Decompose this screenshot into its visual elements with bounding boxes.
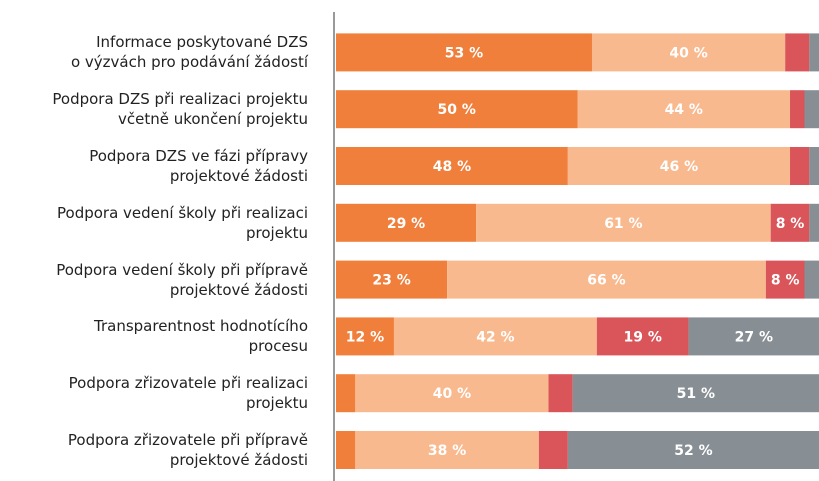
value-label: 8 % [771, 273, 800, 289]
value-label: 66 % [587, 273, 625, 289]
bar-segment [336, 260, 448, 299]
value-label: 23 % [372, 273, 410, 289]
bar-segment [548, 374, 573, 413]
category-label: Informace poskytované DZS o výzvách pro … [70, 33, 308, 72]
value-label: 61 % [604, 216, 642, 232]
bar-segment [809, 33, 819, 72]
bar-segment [336, 431, 356, 469]
category-label: Podpora zřizovatele při realizaci projek… [68, 374, 308, 413]
bar-segment [804, 90, 819, 129]
bar-segment [336, 317, 394, 356]
bar-segment [447, 260, 766, 299]
bar-segment [785, 33, 810, 72]
category-label: Podpora vedení školy při přípravě projek… [56, 260, 308, 299]
value-label: 51 % [677, 386, 715, 402]
bar-segment [336, 147, 568, 185]
bar-segment [790, 147, 810, 185]
value-label: 52 % [674, 443, 712, 459]
bar-segment [809, 147, 819, 185]
category-label: Podpora DZS při realizaci projektu včetn… [52, 90, 308, 129]
value-label: 38 % [428, 443, 466, 459]
bar-segment [355, 374, 549, 413]
bar-segment [688, 317, 819, 356]
value-label: 46 % [660, 159, 698, 175]
value-label: 50 % [438, 102, 476, 118]
category-label: Podpora DZS ve fázi přípravy projektové … [89, 147, 308, 185]
bar-segment [770, 203, 810, 242]
value-label: 40 % [433, 386, 471, 402]
value-label: 44 % [665, 102, 703, 118]
value-label: 48 % [433, 159, 471, 175]
bar-segment [567, 147, 791, 185]
bar-segment [804, 260, 819, 299]
value-label: 42 % [476, 329, 514, 345]
category-label: Podpora zřizovatele při přípravě projekt… [67, 431, 308, 469]
bar-segment [790, 90, 805, 129]
value-label: 19 % [624, 329, 662, 345]
value-label: 40 % [669, 45, 707, 61]
value-label: 29 % [387, 216, 425, 232]
bar-segment [336, 374, 356, 413]
bar-segment [336, 203, 477, 242]
bar-segment [355, 431, 539, 469]
bar-segment [572, 374, 819, 413]
category-label: Podpora vedení školy při realizaci proje… [57, 203, 308, 242]
value-label: 8 % [776, 216, 805, 232]
value-label: 53 % [445, 45, 483, 61]
value-label: 27 % [735, 329, 773, 345]
bar-segment [809, 203, 819, 242]
bar-segment [476, 203, 771, 242]
bar-segment [336, 90, 578, 129]
bar-segment [538, 431, 568, 469]
bar-segment [336, 33, 592, 72]
bar-segment [393, 317, 597, 356]
bar-segment [567, 431, 819, 469]
bar-segment [591, 33, 786, 72]
bar-segment [765, 260, 805, 299]
value-label: 12 % [346, 329, 384, 345]
bar-segment [577, 90, 791, 129]
bar-segment [596, 317, 689, 356]
category-label: Transparentnost hodnotícího procesu [94, 317, 308, 356]
